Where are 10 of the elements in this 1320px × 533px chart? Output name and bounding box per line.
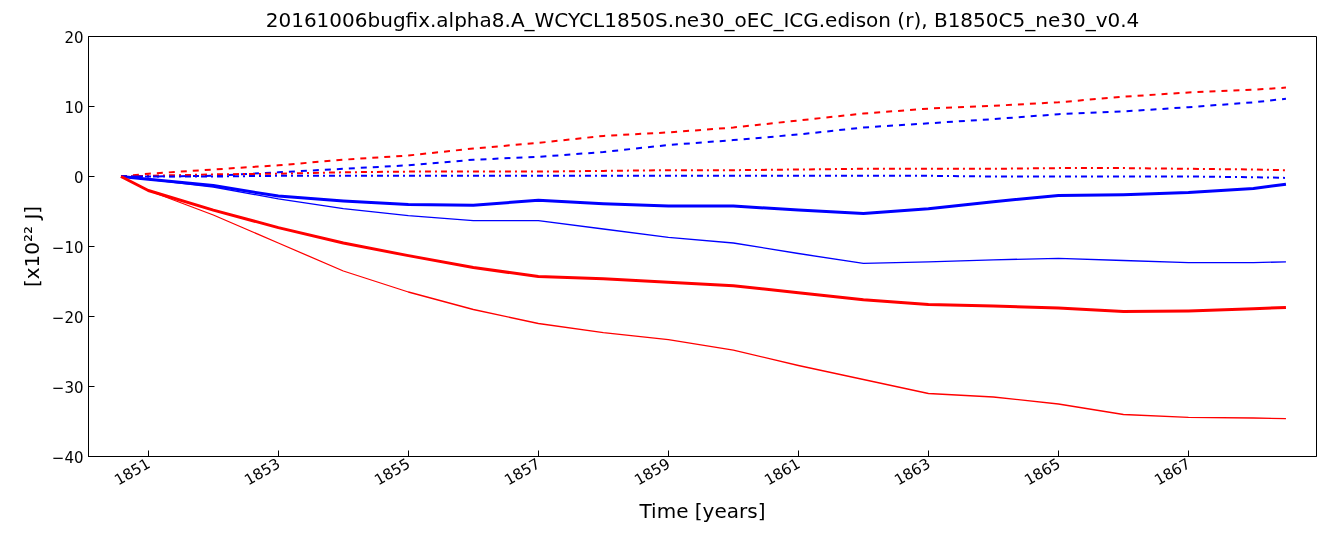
y-tick-label: −10 [51, 238, 84, 257]
y-tick-label: 20 [64, 28, 84, 47]
y-tick-label: 0 [73, 168, 84, 187]
x-axis-title: Time [years] [638, 498, 766, 523]
y-tick-label: −30 [51, 378, 84, 397]
chart-title: 20161006bugfix.alpha8.A_WCYCL1850S.ne30_oEC_ICG.edison (r), B1850C5_ne30_v0.4 [265, 7, 1140, 32]
y-tick-label: −40 [51, 448, 84, 467]
y-tick-label: 10 [64, 98, 84, 117]
y-tick-label: −20 [51, 308, 84, 327]
y-axis-title: [x10²² J] [19, 205, 44, 288]
